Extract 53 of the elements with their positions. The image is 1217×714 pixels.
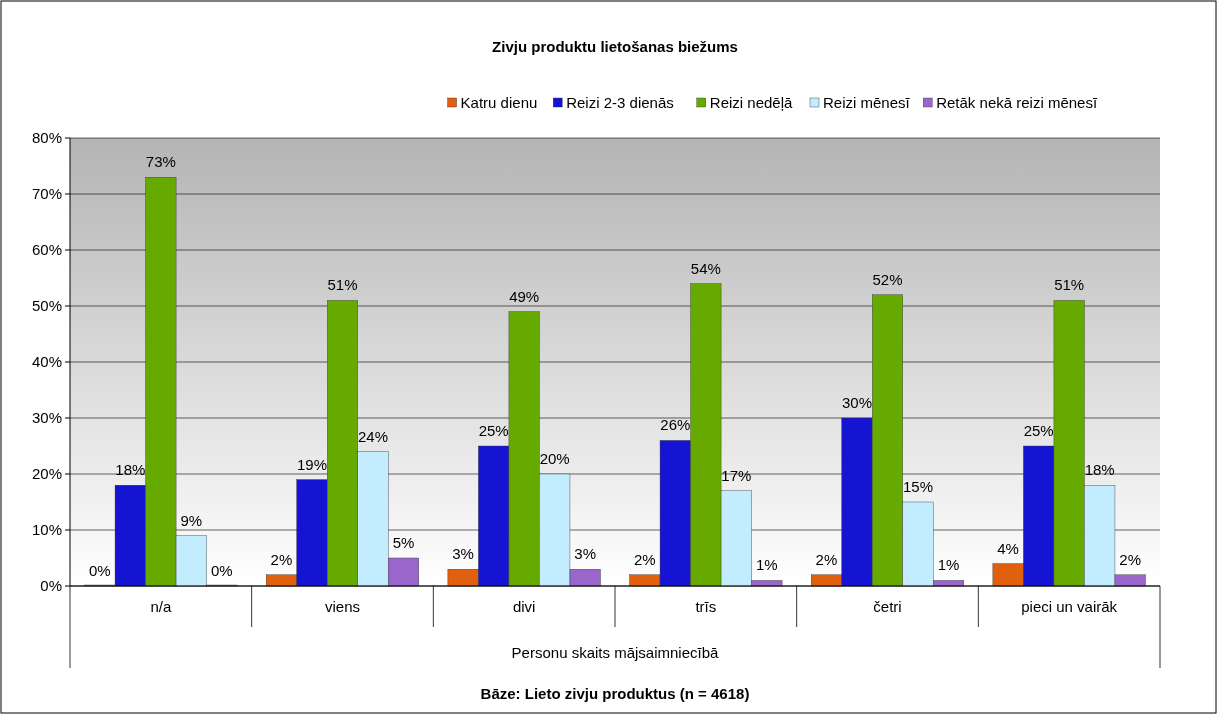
y-tick-label: 40% bbox=[31, 353, 62, 370]
x-tick-label: trīs bbox=[695, 598, 717, 615]
data-label: 18% bbox=[1084, 461, 1115, 479]
text: Bāze: Lieto zivju produktus (n = 4618) bbox=[480, 685, 750, 702]
x-tick-label: četri bbox=[873, 598, 902, 615]
data-label: 3% bbox=[574, 545, 597, 563]
data-label: 49% bbox=[509, 287, 540, 305]
data-label: 1% bbox=[756, 556, 778, 574]
data-label: 2% bbox=[815, 550, 838, 568]
legend-label: Reizi mēnesī bbox=[823, 94, 911, 111]
data-label: 1% bbox=[937, 556, 960, 574]
data-label: 15% bbox=[903, 478, 934, 495]
legend-label: Reizi nedēļā bbox=[709, 94, 794, 111]
y-tick-label: 10% bbox=[31, 521, 62, 538]
x-tick-label: viens bbox=[324, 598, 361, 615]
y-tick-label: 20% bbox=[31, 465, 62, 482]
data-label: 18% bbox=[115, 461, 146, 479]
data-label: 26% bbox=[660, 416, 691, 434]
y-tick-label: 0% bbox=[40, 577, 62, 594]
data-label: 2% bbox=[270, 550, 293, 568]
data-label: 20% bbox=[539, 450, 570, 467]
data-label: 4% bbox=[997, 539, 1019, 557]
legend-label: Reizi 2-3 dienās bbox=[566, 94, 674, 111]
y-tick-label: 60% bbox=[31, 241, 62, 258]
data-label: 19% bbox=[296, 455, 327, 473]
data-label: 0% bbox=[88, 562, 111, 579]
data-label: 9% bbox=[180, 511, 203, 529]
data-label: 3% bbox=[452, 545, 474, 563]
data-label: 54% bbox=[690, 259, 721, 277]
x-tick-label: divi bbox=[512, 598, 536, 615]
data-label: 52% bbox=[872, 270, 903, 288]
x-axis-title: Personu skaits mājsaimniecībā bbox=[511, 644, 720, 661]
data-label: 24% bbox=[358, 427, 389, 445]
chart-title: Zivju produktu lietošanas biežums bbox=[492, 38, 738, 55]
x-tick-label: n/a bbox=[150, 598, 172, 615]
data-label: 51% bbox=[1054, 276, 1085, 294]
data-label: 30% bbox=[841, 394, 872, 411]
y-tick-label: 80% bbox=[31, 129, 62, 146]
y-tick-label: 70% bbox=[31, 185, 62, 202]
data-label: 73% bbox=[145, 153, 176, 171]
data-label: 2% bbox=[1119, 550, 1142, 568]
y-tick-label: 50% bbox=[31, 297, 62, 314]
data-label: 17% bbox=[721, 466, 752, 484]
data-label: 5% bbox=[392, 534, 415, 551]
legend-label: Katru dienu bbox=[460, 94, 538, 111]
x-tick-label: pieci un vairāk bbox=[1021, 598, 1118, 615]
y-tick-label: 30% bbox=[31, 409, 62, 426]
data-label: 51% bbox=[327, 276, 358, 294]
data-label: 2% bbox=[633, 550, 656, 568]
legend-label: Retāk nekā reizi mēnesī bbox=[936, 94, 1098, 111]
data-label: 25% bbox=[478, 422, 509, 439]
data-label: 0% bbox=[211, 562, 233, 579]
data-label: 25% bbox=[1023, 422, 1054, 439]
